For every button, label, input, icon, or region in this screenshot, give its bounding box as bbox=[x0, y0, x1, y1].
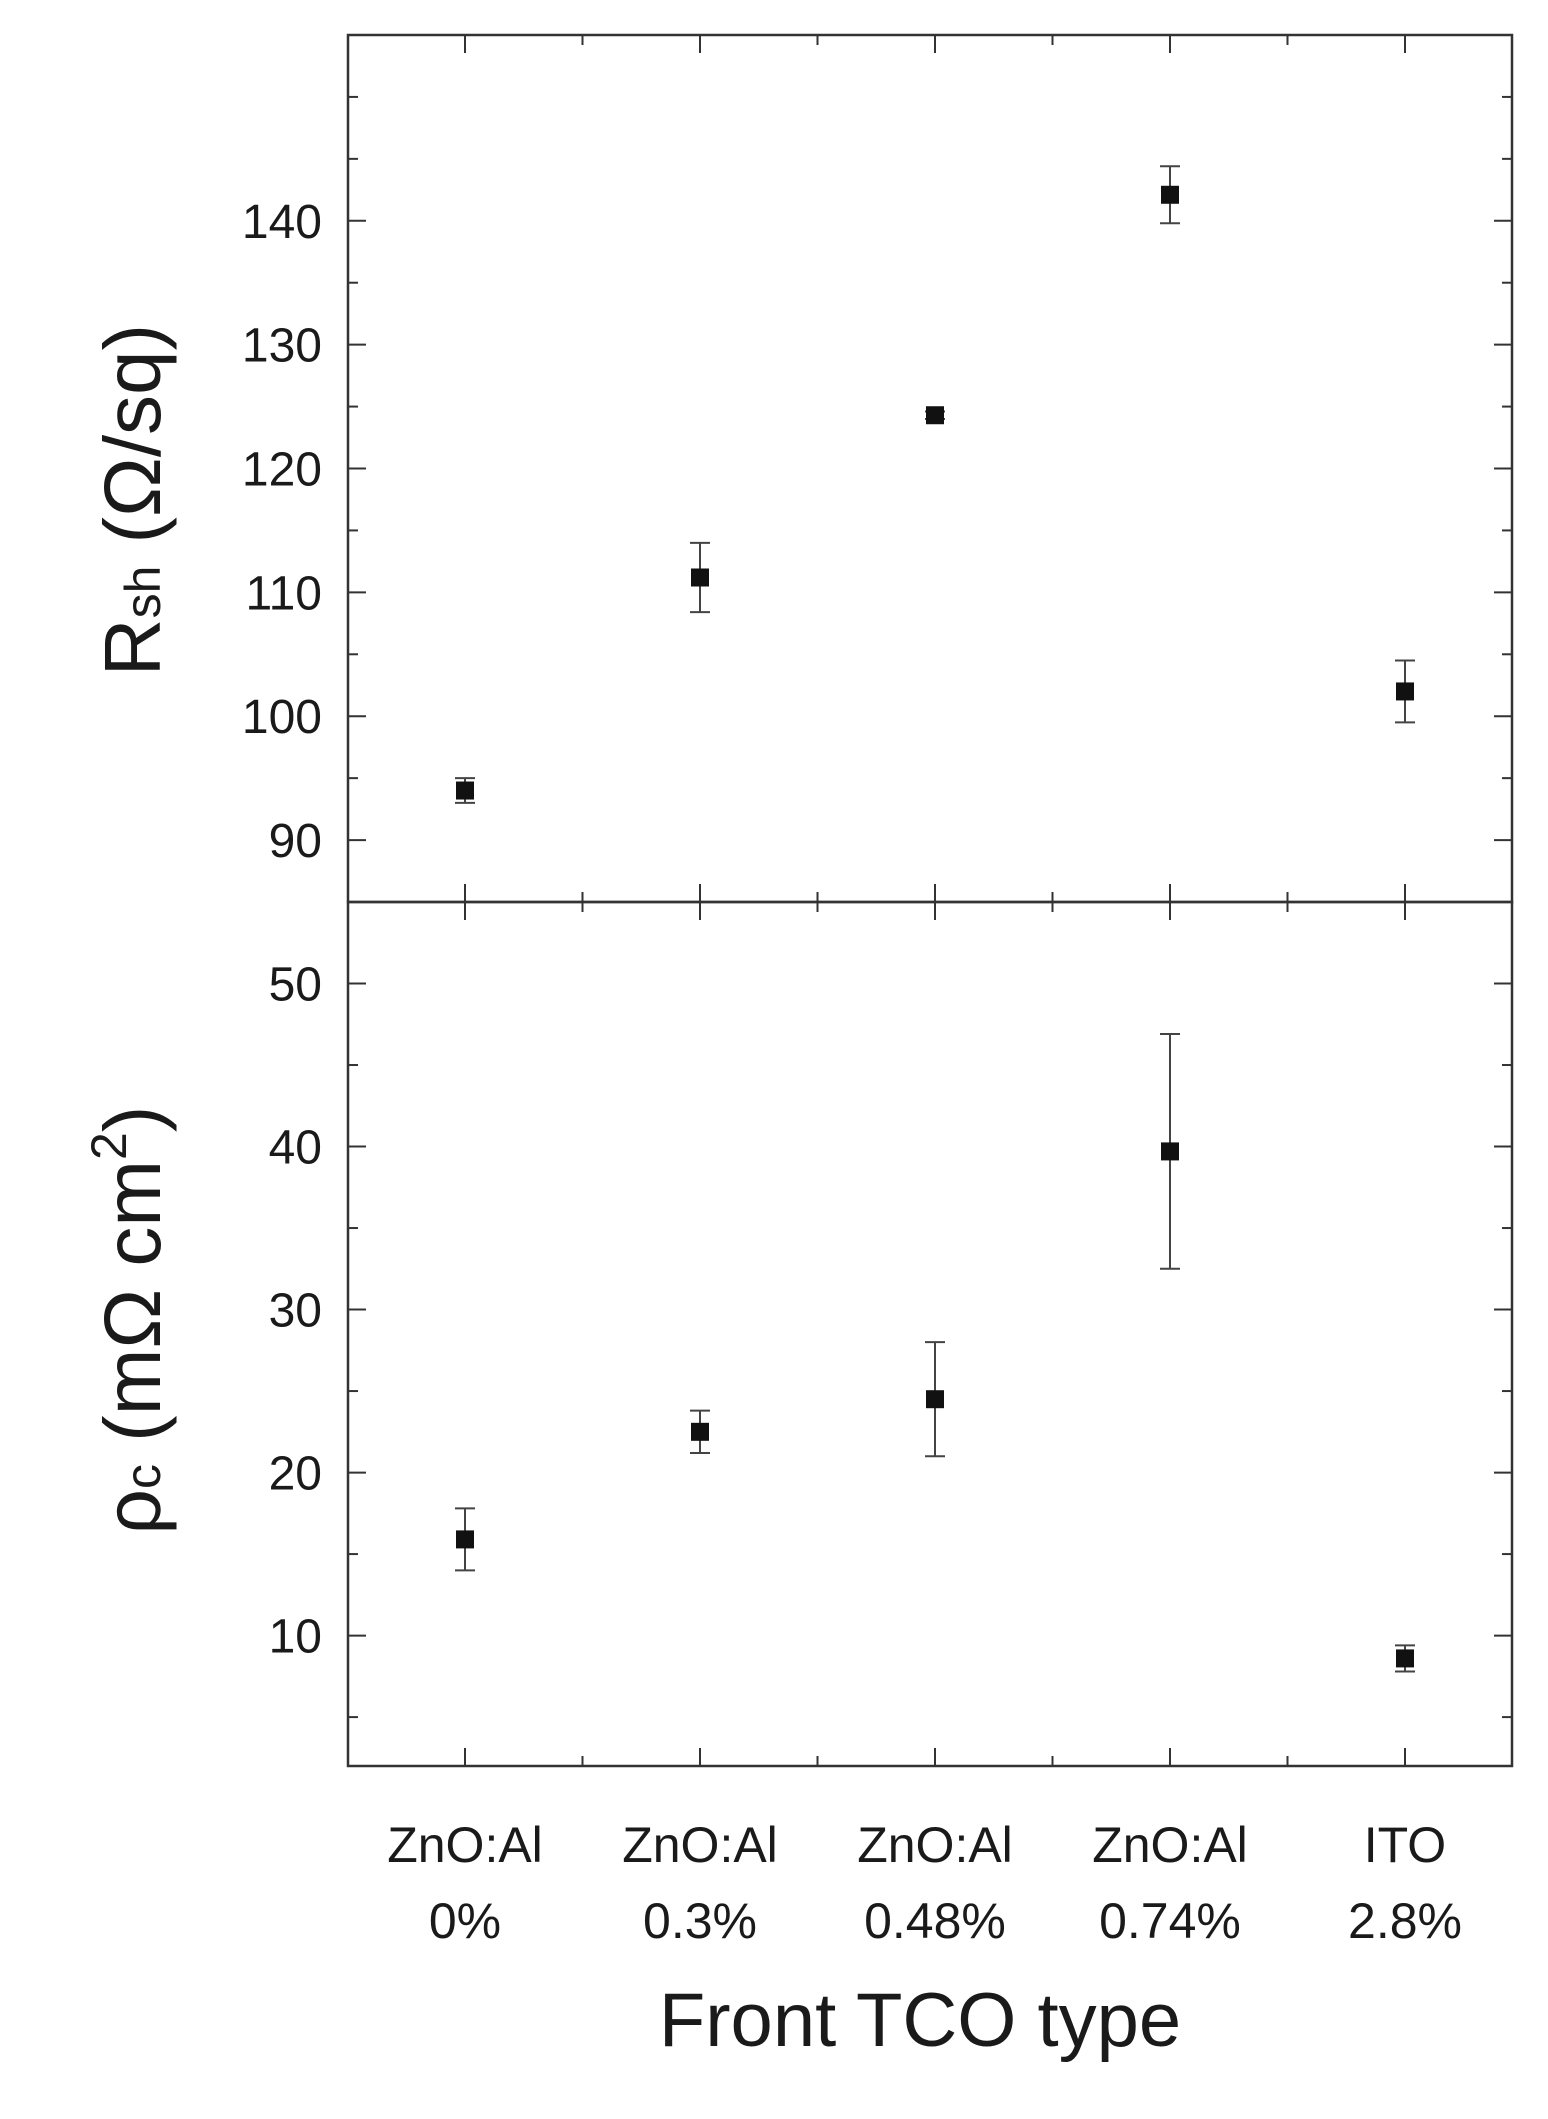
top-y-tick-label: 100 bbox=[242, 691, 322, 744]
x-category-label-line2: 0.3% bbox=[643, 1893, 757, 1949]
bottom-y-unit: (mΩ cm bbox=[88, 1160, 177, 1442]
bottom-y-tick-label: 30 bbox=[269, 1285, 322, 1338]
top-data-point bbox=[1396, 682, 1414, 701]
bottom-y-tick-label: 50 bbox=[269, 959, 322, 1012]
x-category-label-line1: ZnO:Al bbox=[857, 1817, 1013, 1873]
top-y-subscript: sh bbox=[115, 566, 171, 619]
bottom-y-tick-label: 10 bbox=[269, 1611, 322, 1664]
top-plot-frame bbox=[346, 33, 1514, 904]
bottom-y-tick-label: 20 bbox=[269, 1448, 322, 1501]
top-y-axis-label: Rsh (Ω/sq) bbox=[88, 324, 177, 676]
bottom-data-point bbox=[1396, 1649, 1414, 1668]
bottom-y-close: ) bbox=[88, 1106, 177, 1133]
x-axis-title: Front TCO type bbox=[659, 1978, 1181, 2063]
bottom-y-superscript: 2 bbox=[81, 1132, 137, 1160]
x-category-label-line2: 0.48% bbox=[864, 1893, 1006, 1949]
top-data-point bbox=[456, 781, 474, 800]
top-data-point bbox=[691, 568, 709, 587]
top-panel: 90 100 110 120 130 140 bbox=[242, 33, 1514, 904]
top-y-tick-label: 140 bbox=[242, 196, 322, 249]
x-category-label-line1: ITO bbox=[1364, 1817, 1446, 1873]
top-y-tick-label: 130 bbox=[242, 320, 322, 373]
bottom-y-axis-label: ρc (mΩ cm2) bbox=[81, 1106, 177, 1535]
x-category-label-line2: 2.8% bbox=[1348, 1893, 1462, 1949]
x-category-label-line1: ZnO:Al bbox=[622, 1817, 778, 1873]
top-y-tick-label: 120 bbox=[242, 444, 322, 497]
bottom-y-tick-label: 40 bbox=[269, 1122, 322, 1175]
bottom-y-symbol: ρ bbox=[88, 1489, 177, 1535]
bottom-data-point bbox=[691, 1422, 709, 1441]
x-category-label-line1: ZnO:Al bbox=[387, 1817, 543, 1873]
bottom-panel: 10 20 30 40 50 bbox=[269, 900, 1514, 1768]
bottom-data-point bbox=[1161, 1142, 1179, 1161]
x-category-label-line1: ZnO:Al bbox=[1092, 1817, 1248, 1873]
top-data-point bbox=[1161, 185, 1179, 204]
bottom-data-point bbox=[456, 1530, 474, 1549]
top-y-tick-label: 90 bbox=[269, 815, 322, 868]
top-y-tick-label: 110 bbox=[245, 567, 322, 620]
x-category-labels: ZnO:Al 0% ZnO:Al 0.3% ZnO:Al 0.48% ZnO:Al 0.74%… bbox=[387, 1817, 1462, 1949]
top-y-symbol: R bbox=[88, 618, 177, 676]
x-category-label-line2: 0.74% bbox=[1099, 1893, 1241, 1949]
x-category-label-line2: 0% bbox=[429, 1893, 501, 1949]
bottom-plot-frame bbox=[346, 900, 1514, 1768]
bottom-y-subscript: c bbox=[115, 1464, 171, 1489]
bottom-data-point bbox=[926, 1390, 944, 1409]
top-y-unit: (Ω/sq) bbox=[88, 324, 177, 544]
top-data-point bbox=[926, 406, 944, 425]
